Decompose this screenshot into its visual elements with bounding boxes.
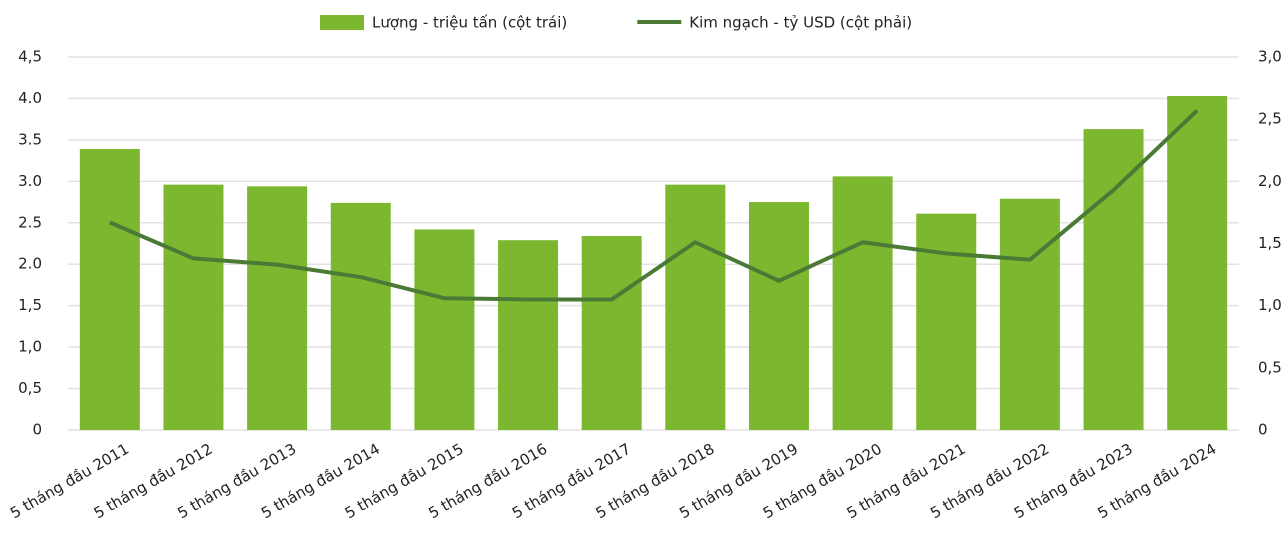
- y-tick-label: 3.0: [18, 172, 42, 190]
- y-tick-label: 2.0: [18, 255, 42, 273]
- y-tick-label: 1,0: [18, 338, 42, 356]
- legend-label: Kim ngạch - tỷ USD (cột phải): [689, 14, 912, 32]
- bar: [916, 213, 977, 430]
- y-tick-label: 2.5: [18, 213, 42, 231]
- y-tick-label: 3.5: [18, 130, 42, 148]
- y-tick-label: 4,5: [18, 48, 42, 66]
- y2-tick-label: 1,0: [1258, 296, 1282, 314]
- bar: [247, 186, 308, 430]
- y2-tick-label: 0,5: [1258, 358, 1282, 376]
- bar: [748, 202, 809, 430]
- y2-tick-label: 1,5: [1258, 234, 1282, 252]
- y2-tick-label: 2,0: [1258, 172, 1282, 190]
- bar: [1167, 95, 1228, 431]
- bar: [999, 198, 1060, 430]
- y-tick-label: 0,5: [18, 379, 42, 397]
- line: [109, 109, 1199, 302]
- bar: [163, 184, 224, 430]
- bar: [79, 149, 140, 431]
- y2-tick-label: 2,5: [1258, 110, 1282, 128]
- y2-tick-label: 0: [1258, 421, 1268, 439]
- bar: [665, 184, 726, 430]
- y-tick-label: 1,5: [18, 296, 42, 314]
- y-tick-label: 4.0: [18, 89, 42, 107]
- bar: [498, 240, 559, 430]
- bar: [581, 236, 642, 430]
- legend-label: Lượng - triệu tấn (cột trái): [372, 14, 567, 32]
- bar: [832, 176, 893, 430]
- y-tick-label: 0: [32, 421, 42, 439]
- bar: [414, 229, 475, 430]
- bar: [1083, 129, 1144, 430]
- bar: [330, 202, 391, 430]
- y2-tick-label: 3,0: [1258, 48, 1282, 66]
- legend-swatch: [320, 15, 364, 30]
